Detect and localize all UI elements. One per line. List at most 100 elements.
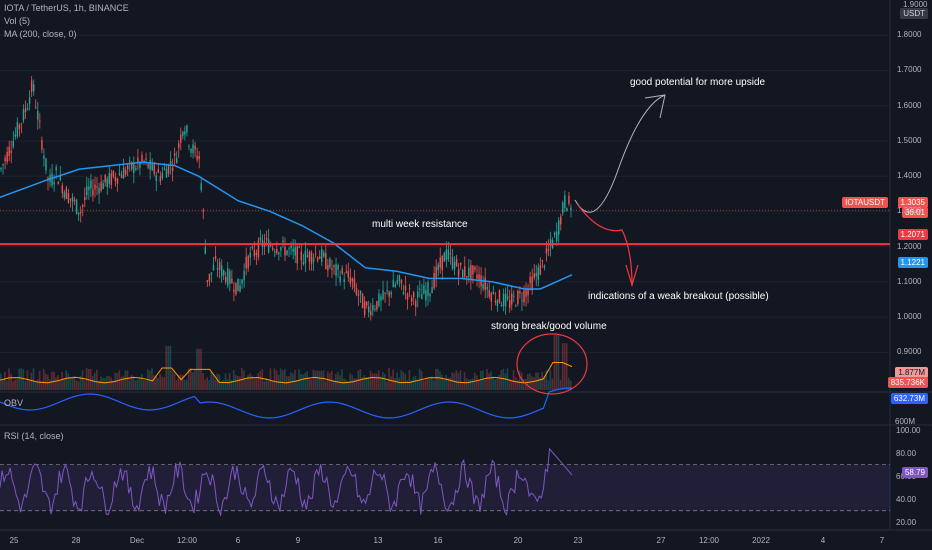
candle-body xyxy=(394,284,397,287)
candle-body xyxy=(368,306,370,313)
volume-bar xyxy=(104,378,106,390)
volume-bar xyxy=(22,369,25,390)
volume-bar xyxy=(232,370,235,390)
candle-body xyxy=(558,220,560,235)
ma-legend[interactable]: MA (200, close, 0) xyxy=(4,29,77,39)
candle-body xyxy=(255,252,258,256)
time-tick-label: 9 xyxy=(295,536,301,545)
candle-body xyxy=(137,157,139,163)
weak-breakout-arrowhead xyxy=(625,264,639,288)
candle-body xyxy=(69,198,72,200)
candle-body xyxy=(155,175,157,181)
candle-body xyxy=(124,169,127,175)
annotation-resistance[interactable]: multi week resistance xyxy=(372,219,468,230)
candle-body xyxy=(316,257,319,261)
volume-bar xyxy=(422,380,425,390)
candle-body xyxy=(537,267,540,280)
candle-body xyxy=(122,167,125,179)
obv-legend[interactable]: OBV xyxy=(4,398,24,408)
volume-bar xyxy=(322,370,325,390)
candle-body xyxy=(449,253,452,255)
candle-body xyxy=(149,160,151,170)
candle-body xyxy=(496,300,499,307)
candle-body xyxy=(372,305,374,311)
candle-body xyxy=(365,302,368,306)
annotation-upside[interactable]: good potential for more upside xyxy=(630,77,766,88)
currency-badge[interactable]: USDT xyxy=(900,8,928,19)
candle-body xyxy=(300,251,303,261)
candle-body xyxy=(253,249,256,257)
volume-bar xyxy=(320,370,323,390)
ticker-badge: IOTAUSDT xyxy=(842,197,888,208)
volume-bar xyxy=(40,381,43,390)
annotation-weak-breakout[interactable]: indications of a weak breakout (possible… xyxy=(588,291,769,302)
volume-bar xyxy=(365,377,368,390)
candle-body xyxy=(335,264,337,276)
candle-body xyxy=(169,161,172,166)
time-tick-label: 23 xyxy=(573,536,583,545)
volume-bar xyxy=(265,378,268,390)
annotation-volume[interactable]: strong break/good volume xyxy=(491,321,607,332)
candle-body xyxy=(43,155,45,159)
volume-bar xyxy=(326,371,329,390)
candle-body xyxy=(564,195,566,208)
candle-body xyxy=(98,187,100,194)
volume-bar xyxy=(185,380,188,390)
candle-body xyxy=(284,246,286,256)
time-tick-label: 12:00 xyxy=(176,536,198,545)
candle-body xyxy=(535,273,537,277)
candle-body xyxy=(437,264,439,271)
candle-body xyxy=(318,256,321,259)
candle-body xyxy=(302,262,305,265)
candle-body xyxy=(22,109,25,121)
candle-body xyxy=(568,195,570,204)
volume-bar xyxy=(488,373,490,390)
candle-body xyxy=(18,124,21,129)
volume-bar xyxy=(34,381,37,390)
candle-body xyxy=(233,289,235,292)
volume-bar xyxy=(404,373,407,390)
candle-body xyxy=(298,247,300,249)
candle-body xyxy=(380,296,382,301)
volume-bar xyxy=(16,379,18,390)
volume-bar xyxy=(6,380,8,390)
volume-bar xyxy=(102,378,104,390)
candle-body xyxy=(468,267,470,277)
candle-body xyxy=(412,292,415,298)
candle-body xyxy=(472,265,474,275)
volume-bar xyxy=(136,379,139,390)
volume-bar xyxy=(263,381,266,390)
candle-body xyxy=(104,174,106,183)
candle-body xyxy=(206,280,209,283)
volume-bar xyxy=(36,379,39,390)
volume-bar xyxy=(179,374,182,390)
volume-bar xyxy=(512,370,515,390)
rsi-legend[interactable]: RSI (14, close) xyxy=(4,431,64,441)
volume-bar xyxy=(145,380,147,390)
candle-body xyxy=(67,193,70,203)
volume-bar xyxy=(98,380,100,390)
volume-bar xyxy=(124,370,127,390)
candle-body xyxy=(157,169,160,173)
candle-body xyxy=(441,255,443,271)
volume-legend[interactable]: Vol (5) xyxy=(4,16,31,26)
volume-bar xyxy=(230,379,233,390)
candle-body xyxy=(478,274,480,282)
symbol-legend[interactable]: IOTA / TetherUS, 1h, BINANCE xyxy=(4,3,129,13)
volume-bar xyxy=(157,377,159,390)
candle-body xyxy=(6,151,8,163)
candle-body xyxy=(77,212,80,215)
top-cut-price: 1.9000 xyxy=(903,0,928,9)
volume-bar xyxy=(533,377,535,390)
candle-body xyxy=(406,293,409,300)
candle-body xyxy=(88,186,90,191)
candle-body xyxy=(451,256,454,269)
rsi-line xyxy=(0,447,573,518)
price-tick-label: 1.2000 xyxy=(897,241,922,251)
candle-body xyxy=(114,176,117,182)
volume-bar xyxy=(71,376,74,390)
last-price-badge: 1.3035 xyxy=(897,197,928,208)
candle-body xyxy=(570,207,572,211)
volume-bar xyxy=(30,372,33,390)
